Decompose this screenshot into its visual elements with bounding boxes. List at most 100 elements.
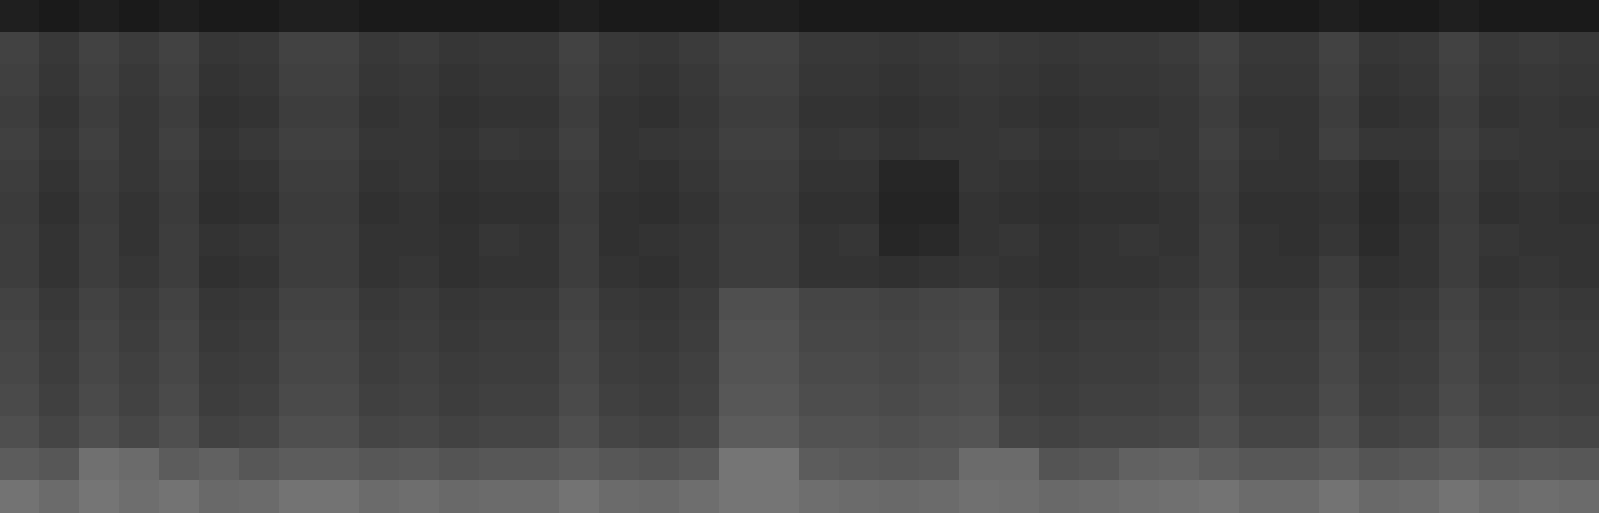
cell: [1199, 160, 1239, 192]
cell: [959, 192, 999, 224]
cell: [559, 320, 599, 352]
cell: [319, 128, 359, 160]
cell: [39, 224, 79, 256]
cell: [799, 320, 839, 352]
cell: [1119, 224, 1159, 256]
cell: [359, 64, 399, 96]
cell: [799, 0, 839, 32]
cell: [1079, 384, 1119, 416]
cell: [559, 192, 599, 224]
cell: [1239, 416, 1279, 448]
cell: [1039, 288, 1079, 320]
cell: [999, 288, 1039, 320]
cell: [79, 160, 119, 192]
cell: [1319, 192, 1359, 224]
cell: [39, 384, 79, 416]
cell: [519, 480, 559, 513]
cell: [919, 160, 959, 192]
cell: [559, 352, 599, 384]
cell: [759, 160, 799, 192]
cell: [279, 352, 319, 384]
cell: [1359, 224, 1399, 256]
cell: [1119, 192, 1159, 224]
cell: [1279, 64, 1319, 96]
cell: [1159, 192, 1199, 224]
cell: [839, 448, 879, 480]
cell: [1039, 64, 1079, 96]
cell: [599, 128, 639, 160]
cell: [639, 32, 679, 64]
cell: [1039, 384, 1079, 416]
cell: [479, 32, 519, 64]
cell: [159, 384, 199, 416]
cell: [1039, 192, 1079, 224]
cell: [719, 416, 759, 448]
cell: [279, 160, 319, 192]
cell: [0, 384, 39, 416]
cells: [0, 0, 1599, 513]
cell: [479, 480, 519, 513]
cell: [1279, 192, 1319, 224]
cell: [959, 384, 999, 416]
cell: [959, 128, 999, 160]
cell: [1519, 160, 1559, 192]
cell: [919, 32, 959, 64]
cell: [759, 128, 799, 160]
cell: [679, 64, 719, 96]
cell: [879, 352, 919, 384]
cell: [1479, 320, 1519, 352]
cell: [159, 192, 199, 224]
cell: [159, 480, 199, 513]
cell: [799, 416, 839, 448]
cell: [199, 352, 239, 384]
cell: [1399, 192, 1439, 224]
cell: [79, 416, 119, 448]
cell: [1039, 256, 1079, 288]
cell: [839, 160, 879, 192]
cell: [1119, 256, 1159, 288]
cell: [759, 256, 799, 288]
cell: [999, 32, 1039, 64]
cell: [199, 416, 239, 448]
cell: [1439, 64, 1479, 96]
cell: [199, 256, 239, 288]
cell: [1279, 160, 1319, 192]
cell: [879, 160, 919, 192]
cell: [399, 256, 439, 288]
cell: [1319, 32, 1359, 64]
cell: [959, 480, 999, 513]
cell: [719, 64, 759, 96]
cell: [719, 352, 759, 384]
cell: [959, 96, 999, 128]
cell: [879, 256, 919, 288]
cell: [599, 64, 639, 96]
cell: [559, 256, 599, 288]
cell: [1159, 256, 1199, 288]
cell: [879, 384, 919, 416]
cell: [719, 128, 759, 160]
cell: [279, 256, 319, 288]
cell: [0, 448, 39, 480]
cell: [1199, 480, 1239, 513]
cell: [679, 384, 719, 416]
cell: [959, 352, 999, 384]
cell: [999, 256, 1039, 288]
cell: [239, 128, 279, 160]
cell: [1039, 128, 1079, 160]
cell: [1479, 128, 1519, 160]
cell: [799, 32, 839, 64]
cell: [679, 352, 719, 384]
cell: [1559, 224, 1599, 256]
cell: [279, 320, 319, 352]
cell: [79, 320, 119, 352]
cell: [439, 352, 479, 384]
cell: [1079, 416, 1119, 448]
cell: [119, 416, 159, 448]
cell: [1439, 352, 1479, 384]
cell: [999, 384, 1039, 416]
cell: [639, 256, 679, 288]
cell: [1519, 384, 1559, 416]
cell: [399, 32, 439, 64]
cell: [1479, 160, 1519, 192]
cell: [1439, 192, 1479, 224]
